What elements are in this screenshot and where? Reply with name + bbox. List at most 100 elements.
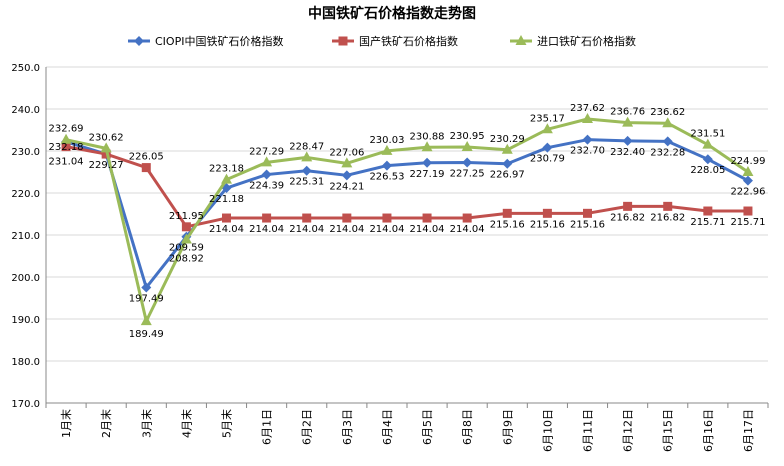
data-label: 224.99 xyxy=(730,156,765,167)
legend-item-1: CIOPI中国铁矿石价格指数 xyxy=(128,34,283,48)
data-label: 230.03 xyxy=(369,135,404,146)
data-label: 224.21 xyxy=(329,181,364,192)
data-label: 227.19 xyxy=(410,169,445,180)
data-point-marker xyxy=(382,213,392,223)
data-label: 215.16 xyxy=(490,219,525,230)
data-label: 214.04 xyxy=(209,224,244,235)
data-label: 230.88 xyxy=(410,131,445,142)
data-label: 226.53 xyxy=(369,172,404,183)
data-label: 214.04 xyxy=(410,224,445,235)
data-point-marker xyxy=(742,175,753,186)
y-tick-label: 180.0 xyxy=(11,357,40,368)
data-point-marker xyxy=(622,135,633,146)
data-label: 214.04 xyxy=(289,224,324,235)
data-label: 209.59 xyxy=(169,243,204,254)
data-point-marker xyxy=(341,170,352,181)
data-label: 235.17 xyxy=(530,113,565,124)
data-label: 236.76 xyxy=(610,107,645,118)
data-point-marker xyxy=(542,208,552,218)
data-point-marker xyxy=(180,233,192,244)
chart-title: 中国铁矿石价格指数走势图 xyxy=(308,5,476,22)
data-label: 222.96 xyxy=(730,187,765,198)
data-point-marker xyxy=(583,208,592,218)
legend-item-2: 国产铁矿石价格指数 xyxy=(332,34,458,48)
data-point-marker xyxy=(342,213,352,223)
series-3 xyxy=(60,112,754,326)
data-point-marker xyxy=(61,142,71,152)
data-label: 197.49 xyxy=(129,294,164,305)
y-tick-label: 210.0 xyxy=(11,231,40,242)
data-label: 237.62 xyxy=(570,103,605,114)
data-point-marker xyxy=(141,163,151,173)
data-label: 228.47 xyxy=(289,141,324,152)
data-label: 230.29 xyxy=(490,134,525,145)
data-point-marker xyxy=(623,201,633,211)
data-label: 232.28 xyxy=(650,147,685,158)
data-point-marker xyxy=(134,36,144,46)
data-label: 227.25 xyxy=(450,169,485,180)
data-label: 232.40 xyxy=(610,147,645,158)
data-point-marker xyxy=(381,160,392,171)
data-label: 214.04 xyxy=(329,224,364,235)
data-label: 215.71 xyxy=(730,217,765,228)
data-label: 221.18 xyxy=(209,194,244,205)
data-point-marker xyxy=(502,158,513,169)
data-point-marker xyxy=(221,173,232,184)
data-point-marker xyxy=(422,157,433,168)
data-point-marker xyxy=(261,169,272,180)
data-point-marker xyxy=(662,117,674,128)
data-point-marker xyxy=(743,206,753,216)
x-tick-label: 6月4日 xyxy=(381,409,394,445)
x-tick-label: 2月末 xyxy=(99,409,113,438)
data-point-marker xyxy=(100,142,112,153)
data-label: 215.71 xyxy=(690,217,725,228)
data-label: 223.18 xyxy=(209,164,244,175)
x-tick-label: 6月9日 xyxy=(501,409,514,445)
data-point-marker xyxy=(181,222,191,232)
data-point-marker xyxy=(703,206,713,216)
data-point-marker xyxy=(301,151,313,162)
data-label: 189.49 xyxy=(129,329,164,340)
data-point-marker xyxy=(60,133,72,144)
data-point-marker xyxy=(421,141,433,152)
data-label: 208.92 xyxy=(169,254,204,265)
series-line xyxy=(65,138,749,290)
data-label: 232.18 xyxy=(49,142,84,153)
data-label: 226.05 xyxy=(129,152,164,163)
data-point-marker xyxy=(501,143,513,154)
legend-label: 国产铁矿石价格指数 xyxy=(359,34,458,48)
data-label: 230.79 xyxy=(530,154,565,165)
x-tick-label: 6月3日 xyxy=(341,409,354,445)
y-tick-label: 220.0 xyxy=(11,189,40,200)
data-label: 214.04 xyxy=(249,224,284,235)
x-tick-label: 6月17日 xyxy=(742,409,755,452)
data-point-marker xyxy=(582,112,593,123)
data-label: 232.70 xyxy=(570,146,605,157)
data-label: 231.04 xyxy=(49,157,84,168)
x-tick-label: 6月16日 xyxy=(702,409,715,452)
x-tick-label: 6月8日 xyxy=(461,409,474,445)
x-tick-label: 6月15日 xyxy=(662,409,675,452)
x-tick-label: 1月末 xyxy=(59,409,73,438)
x-tick-label: 6月2日 xyxy=(301,409,314,445)
data-point-marker xyxy=(341,157,353,168)
data-point-marker xyxy=(582,134,593,145)
y-tick-label: 170.0 xyxy=(11,399,40,410)
data-point-marker xyxy=(262,213,272,223)
data-label: 231.51 xyxy=(690,129,725,140)
data-label: 228.05 xyxy=(690,165,725,176)
data-label: 230.62 xyxy=(89,132,124,143)
y-tick-label: 250.0 xyxy=(11,63,40,74)
x-tick-label: 4月末 xyxy=(179,409,193,438)
data-point-marker xyxy=(462,157,473,168)
data-label: 236.62 xyxy=(650,107,685,118)
data-point-marker xyxy=(422,213,432,223)
y-tick-label: 230.0 xyxy=(11,147,40,158)
data-point-marker xyxy=(663,201,673,211)
data-point-marker xyxy=(702,154,713,165)
data-point-marker xyxy=(140,315,152,326)
y-tick-label: 240.0 xyxy=(11,105,40,116)
data-point-marker xyxy=(381,144,393,155)
data-point-marker xyxy=(541,123,553,134)
